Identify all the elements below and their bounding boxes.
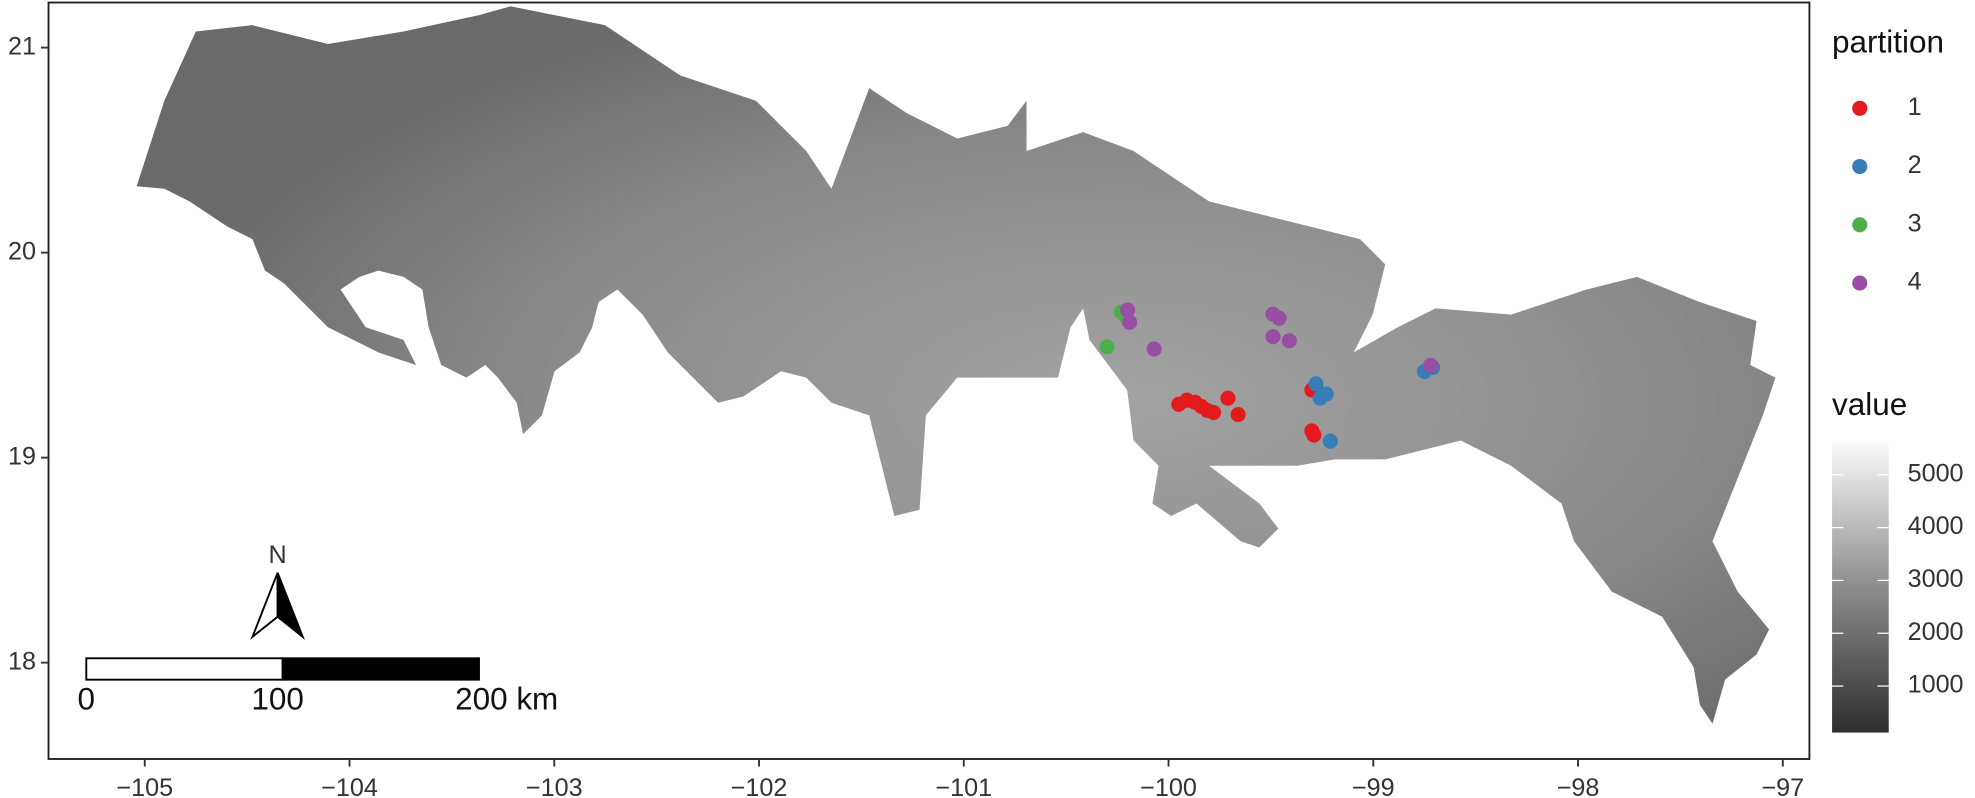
x-tick-label: −97 bbox=[1761, 774, 1804, 798]
scale-bar-white bbox=[85, 657, 284, 681]
y-tick-label: 20 bbox=[8, 237, 36, 265]
region-raster bbox=[136, 6, 1776, 724]
colorbar-tick-label: 1000 bbox=[1908, 671, 1964, 699]
legend-label: 3 bbox=[1908, 209, 1922, 237]
colorbar-tick-label: 4000 bbox=[1908, 512, 1964, 540]
x-tick-label: −99 bbox=[1352, 774, 1395, 798]
colorbar-tick-label: 3000 bbox=[1908, 565, 1964, 593]
point bbox=[1308, 376, 1324, 392]
colorbar-tick-label: 5000 bbox=[1908, 459, 1964, 487]
x-tick-label: −103 bbox=[526, 774, 583, 798]
point bbox=[1099, 339, 1115, 355]
colorbar-title: value bbox=[1832, 387, 1907, 422]
scale-label: 100 bbox=[251, 681, 303, 716]
point bbox=[1120, 302, 1136, 318]
point bbox=[1281, 333, 1297, 349]
legend: 1 2 3 4 bbox=[1852, 93, 1922, 296]
axes: −105 −104 −103 −102 −101 −100 −99 −98 −97 18 19 20 2… bbox=[8, 32, 1804, 798]
legend-label: 2 bbox=[1908, 151, 1922, 179]
point bbox=[1306, 427, 1322, 443]
north-arrow-right bbox=[276, 572, 305, 640]
legend-label: 1 bbox=[1908, 93, 1922, 121]
point bbox=[1206, 404, 1222, 421]
colorbar-ticks: 1000 2000 3000 4000 5000 bbox=[1832, 459, 1964, 699]
point bbox=[1265, 329, 1281, 345]
scale-label: 200 km bbox=[455, 681, 558, 716]
point bbox=[1230, 407, 1246, 423]
legend-marker bbox=[1852, 217, 1868, 233]
north-label: N bbox=[269, 541, 287, 569]
legend-label: 4 bbox=[1908, 268, 1922, 296]
legend-marker bbox=[1852, 158, 1868, 175]
point bbox=[1220, 390, 1236, 406]
colorbar-tick-label: 2000 bbox=[1908, 618, 1964, 646]
y-tick-label: 21 bbox=[8, 32, 36, 60]
point bbox=[1423, 357, 1439, 373]
point bbox=[1318, 386, 1334, 402]
scale-label: 0 bbox=[78, 681, 96, 716]
point bbox=[1122, 314, 1138, 330]
x-tick-label: −98 bbox=[1557, 774, 1600, 798]
colorbar bbox=[1832, 443, 1889, 733]
point bbox=[1146, 341, 1162, 357]
legend-title: partition bbox=[1832, 24, 1944, 59]
point bbox=[1271, 310, 1287, 326]
point bbox=[1322, 433, 1338, 449]
x-tick-label: −101 bbox=[935, 774, 992, 798]
legend-marker bbox=[1852, 275, 1868, 291]
scale-bar-black bbox=[281, 657, 480, 681]
x-tick-label: −104 bbox=[321, 774, 378, 798]
y-tick-label: 19 bbox=[8, 442, 36, 470]
y-tick-label: 18 bbox=[8, 647, 36, 675]
x-tick-label: −100 bbox=[1140, 774, 1197, 798]
legend-marker bbox=[1852, 100, 1868, 116]
x-tick-label: −102 bbox=[731, 774, 788, 798]
points bbox=[1099, 302, 1441, 449]
x-tick-label: −105 bbox=[116, 774, 173, 798]
